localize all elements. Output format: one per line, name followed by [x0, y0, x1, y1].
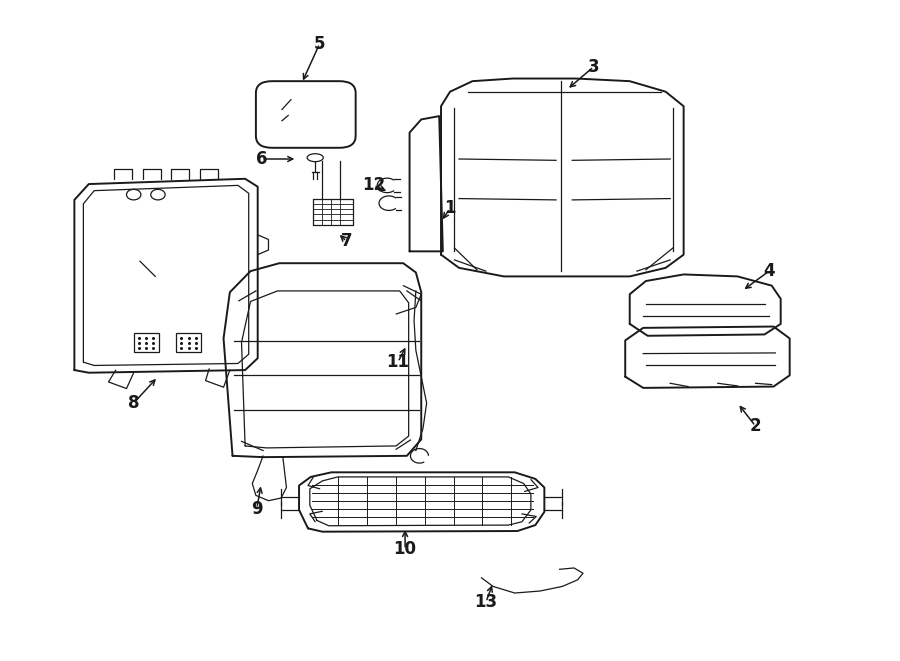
Text: 11: 11 [386, 353, 410, 371]
Text: 2: 2 [750, 417, 761, 435]
Text: 8: 8 [128, 394, 140, 412]
Text: 6: 6 [256, 150, 267, 168]
Text: 10: 10 [393, 541, 417, 559]
Text: 7: 7 [341, 233, 353, 251]
Text: 9: 9 [251, 500, 263, 518]
Text: 1: 1 [445, 200, 455, 217]
Text: 13: 13 [474, 594, 498, 611]
Text: 12: 12 [362, 176, 385, 194]
Text: 4: 4 [763, 262, 775, 280]
Text: 5: 5 [314, 34, 326, 53]
Text: 3: 3 [588, 58, 599, 75]
